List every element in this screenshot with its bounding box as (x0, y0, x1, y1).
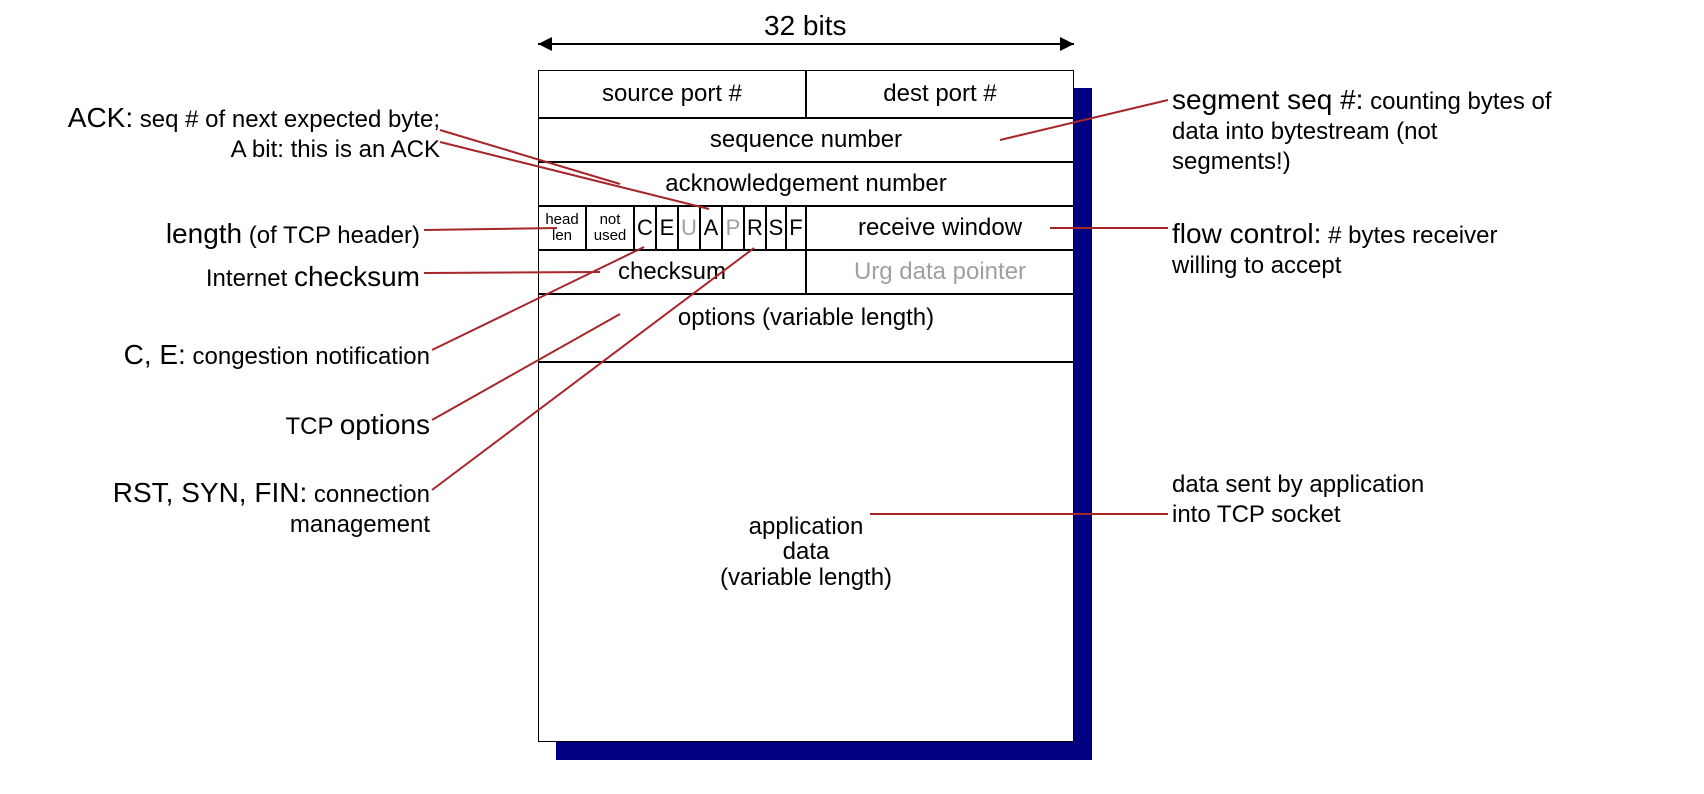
field-checksum: checksum (538, 250, 806, 294)
callout-length-lead: length (166, 218, 242, 249)
callout-ack-rest: seq # of next expected byte; A bit: this… (133, 106, 440, 163)
callout-opts-lead: options (340, 409, 430, 440)
callout-opts: TCP options (170, 407, 430, 442)
data-line-3: (variable length) (720, 565, 892, 590)
field-ack-number: acknowledgement number (538, 162, 1074, 206)
field-head-len: head len (538, 206, 586, 250)
callout-ce-rest: congestion notification (186, 343, 430, 370)
flag-a: A (700, 206, 722, 250)
field-source-port: source port # (538, 70, 806, 118)
callout-length: length (of TCP header) (100, 216, 420, 251)
callout-ack: ACK: seq # of next expected byte; A bit:… (60, 100, 440, 165)
callout-ce: C, E: congestion notification (50, 337, 430, 372)
data-line-1: application (749, 514, 864, 539)
callout-flow-lead: flow control: (1172, 218, 1321, 249)
flag-s: S (766, 206, 786, 250)
field-application-data: application data (variable length) (538, 362, 1074, 742)
callout-ack-lead: ACK: (68, 102, 133, 133)
flag-c: C (634, 206, 656, 250)
field-sequence-number: sequence number (538, 118, 1074, 162)
field-receive-window: receive window (806, 206, 1074, 250)
field-dest-port: dest port # (806, 70, 1074, 118)
callout-flow: flow control: # bytes receiver willing t… (1172, 216, 1532, 281)
callout-rsf-lead: RST, SYN, FIN: (113, 477, 307, 508)
callout-seq-lead: segment seq #: (1172, 84, 1363, 115)
field-options: options (variable length) (538, 294, 1074, 362)
data-line-2: data (783, 539, 830, 564)
callout-checksum-pre: Internet (206, 265, 294, 292)
flag-u: U (678, 206, 700, 250)
callout-ce-lead: C, E: (124, 339, 186, 370)
callout-rsf-rest: connection management (290, 481, 430, 538)
callout-seq: segment seq #: counting bytes of data in… (1172, 82, 1552, 177)
callout-checksum: Internet checksum (130, 259, 420, 294)
callout-length-rest: (of TCP header) (242, 222, 420, 249)
field-urg-pointer: Urg data pointer (806, 250, 1074, 294)
flag-r: R (744, 206, 766, 250)
flag-f: F (786, 206, 806, 250)
callout-data: data sent by application into TCP socket (1172, 470, 1452, 530)
flag-e: E (656, 206, 678, 250)
flag-p: P (722, 206, 744, 250)
callout-checksum-lead: checksum (294, 261, 420, 292)
width-label: 32 bits (764, 10, 847, 42)
callout-rsf: RST, SYN, FIN: connection management (50, 475, 430, 540)
callout-opts-pre: TCP (285, 413, 339, 440)
field-not-used: not used (586, 206, 634, 250)
